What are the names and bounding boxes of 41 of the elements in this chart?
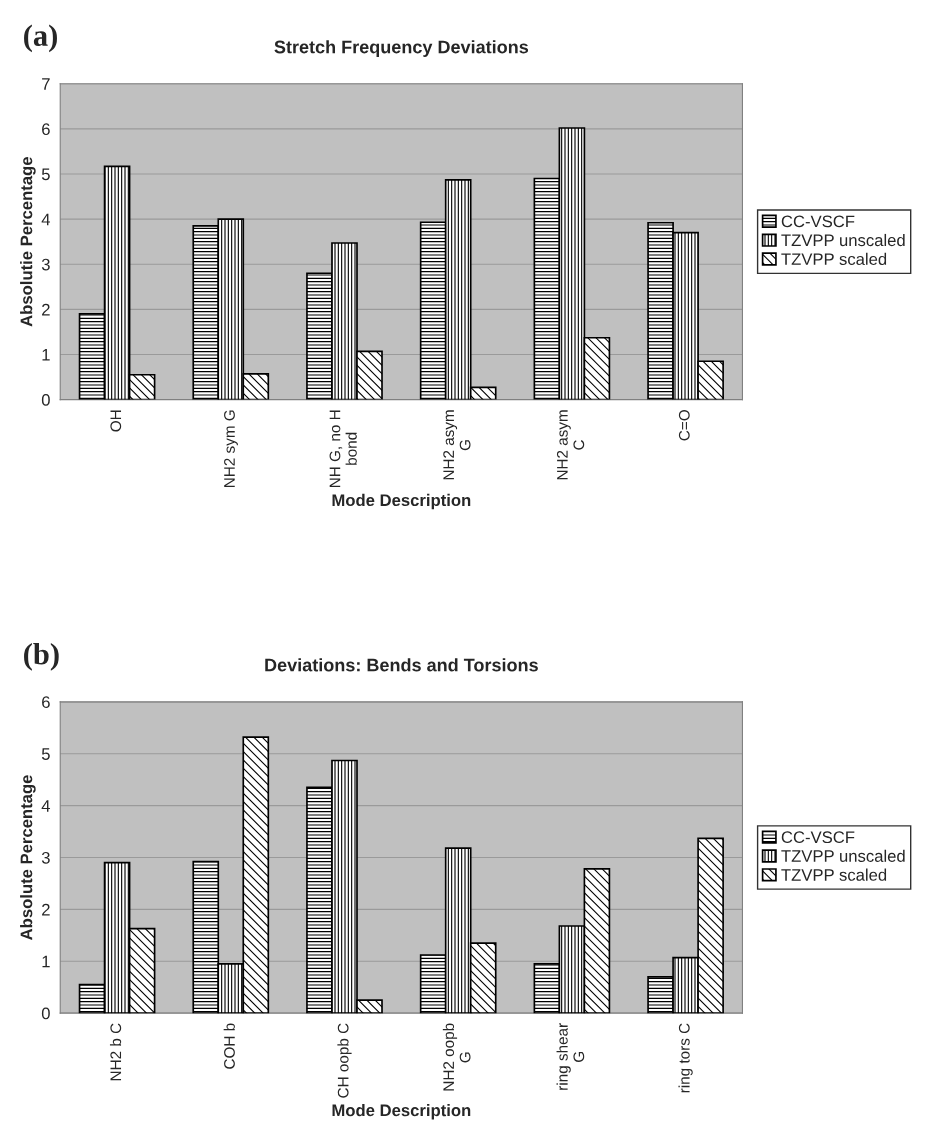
text: (b) (24, 643, 59, 671)
x-axis-title: Mode Description (332, 1103, 471, 1120)
x-tick-label: NH2 oopb G (442, 1023, 471, 1091)
x-tick-label: NH2 asym C (556, 410, 585, 480)
x-tick-label: NH2 b C (109, 1023, 122, 1081)
y-tick-label: 3 (41, 851, 50, 864)
y-tick-label: 4 (41, 213, 51, 226)
legend-label: CC-VSCF (781, 831, 855, 844)
x-tick-label: COH b (223, 1023, 235, 1069)
y-tick-label: 6 (42, 696, 50, 709)
legend-label: CC-VSCF (781, 215, 855, 228)
y-axis-title: Absolute Percentage (20, 775, 36, 940)
text: (a) (24, 24, 57, 53)
legend-label: TZVPP unscaled (781, 233, 905, 247)
legend-label: TZVPP scaled (781, 868, 887, 881)
y-tick-label: 1 (42, 955, 50, 968)
y-tick-label: 2 (42, 903, 50, 916)
y-tick-label: 6 (42, 123, 50, 136)
x-tick-label: NH G, no H bond (329, 410, 357, 488)
y-tick-label: 2 (42, 303, 50, 316)
x-tick-label: NH2 asym G (443, 410, 471, 480)
y-tick-label: 5 (41, 168, 50, 181)
chart-title: Deviations: Bends and Torsions (265, 658, 538, 672)
y-tick-label: 0 (41, 394, 50, 406)
y-tick-label: 5 (41, 748, 50, 760)
legend-label: TZVPP unscaled (781, 849, 905, 862)
y-tick-label: 1 (42, 349, 50, 361)
x-tick-label: OH (110, 410, 122, 432)
x-tick-label: NH2 sym G (224, 410, 238, 487)
y-tick-label: 7 (42, 78, 50, 90)
x-tick-label: C=O (678, 410, 690, 441)
x-tick-label: ring tors C (678, 1023, 693, 1093)
legend-label: TZVPP scaled (781, 252, 887, 266)
y-tick-label: 3 (41, 258, 50, 271)
y-tick-label: 0 (41, 1007, 50, 1020)
x-axis-title: Mode Description (332, 493, 471, 510)
y-axis-title: Absolutie Percentage (20, 157, 36, 327)
y-tick-label: 4 (41, 800, 51, 812)
x-tick-label: CH oopb C (337, 1023, 352, 1098)
x-tick-label: ring shear G (556, 1023, 585, 1090)
chart-title: Stretch Frequency Deviations (274, 40, 529, 57)
